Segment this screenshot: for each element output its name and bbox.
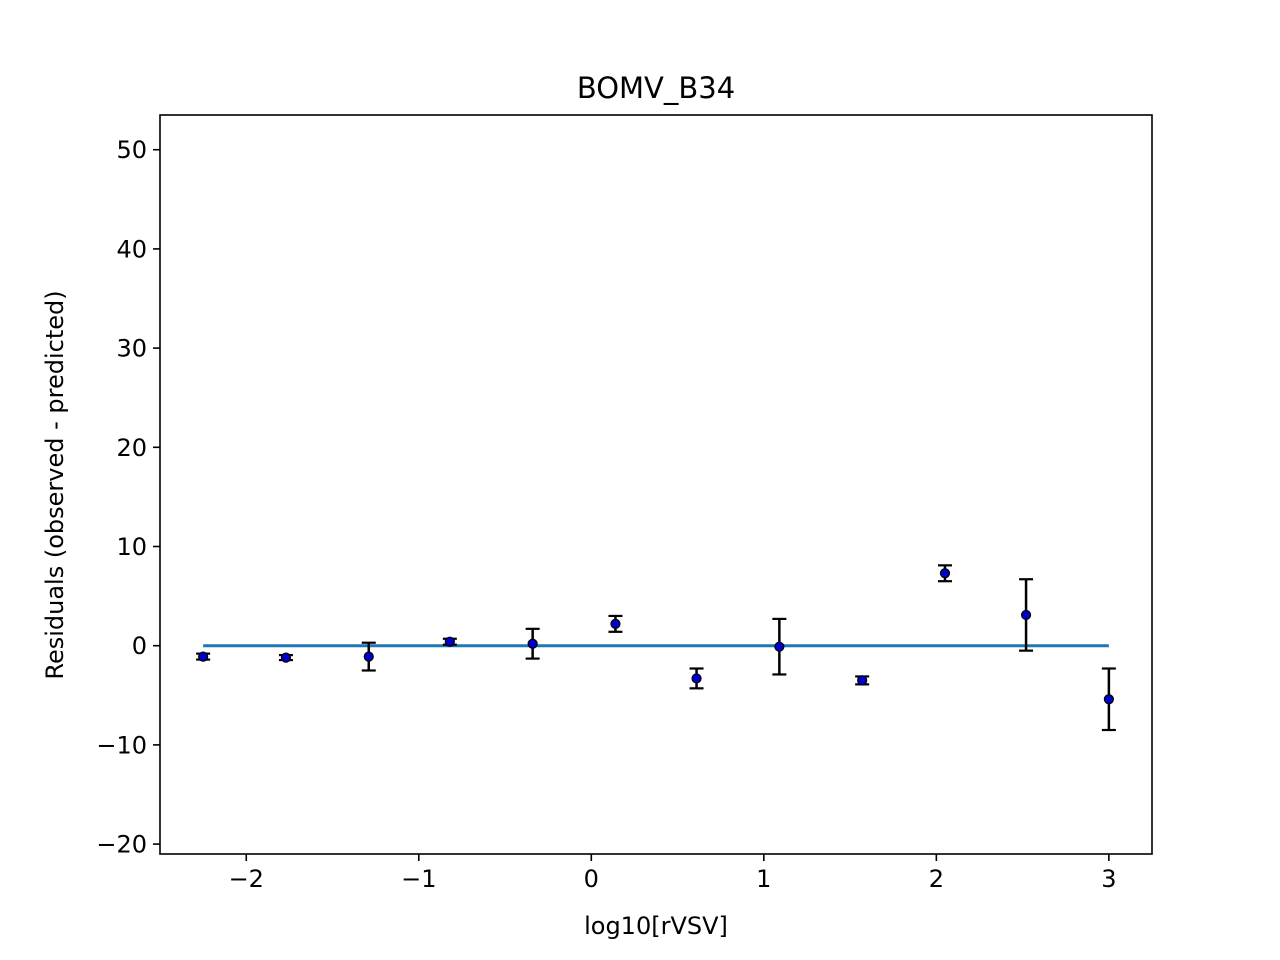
x-axis-label: log10[rVSV] <box>584 912 728 940</box>
data-point-group <box>608 614 623 633</box>
y-tick-label: 40 <box>116 235 147 263</box>
data-point <box>939 568 951 579</box>
data-point-group <box>442 636 457 647</box>
data-point <box>1103 694 1114 705</box>
y-axis-label: Residuals (observed - predicted) <box>41 290 69 679</box>
data-point <box>198 651 209 662</box>
y-tick-label: 0 <box>132 632 147 660</box>
data-point <box>280 652 292 663</box>
data-point-group <box>772 617 787 676</box>
data-point-group <box>1019 578 1034 652</box>
data-point <box>691 673 702 684</box>
data-point <box>857 675 868 686</box>
data-point <box>1020 609 1032 621</box>
data-point <box>444 636 455 647</box>
data-point-group <box>196 651 211 662</box>
y-tick-label: 20 <box>116 434 147 462</box>
data-point-group <box>1101 667 1116 732</box>
x-tick-label: 0 <box>584 865 599 893</box>
data-point-group <box>855 675 870 686</box>
y-tick-label: 10 <box>116 533 147 561</box>
plot-frame <box>159 114 1153 855</box>
x-tick-label: 3 <box>1101 865 1116 893</box>
x-tick-label: 1 <box>756 865 771 893</box>
data-point-group <box>525 627 540 660</box>
data-point <box>610 618 621 629</box>
data-point-group <box>361 641 376 672</box>
y-tick-label: 50 <box>116 136 147 164</box>
data-point <box>774 641 785 652</box>
data-point-group <box>937 564 952 583</box>
x-tick-label: −2 <box>229 865 264 893</box>
x-tick-label: −1 <box>401 865 436 893</box>
x-tick-label: 2 <box>929 865 944 893</box>
data-point <box>363 651 374 662</box>
y-tick-label: −10 <box>96 731 147 759</box>
chart-title: BOMV_B34 <box>577 71 735 105</box>
y-tick-label: 30 <box>116 335 147 363</box>
data-point-group <box>689 667 704 690</box>
y-tick-label: −20 <box>96 831 147 859</box>
data-point-group <box>278 652 293 663</box>
data-point <box>527 638 538 649</box>
